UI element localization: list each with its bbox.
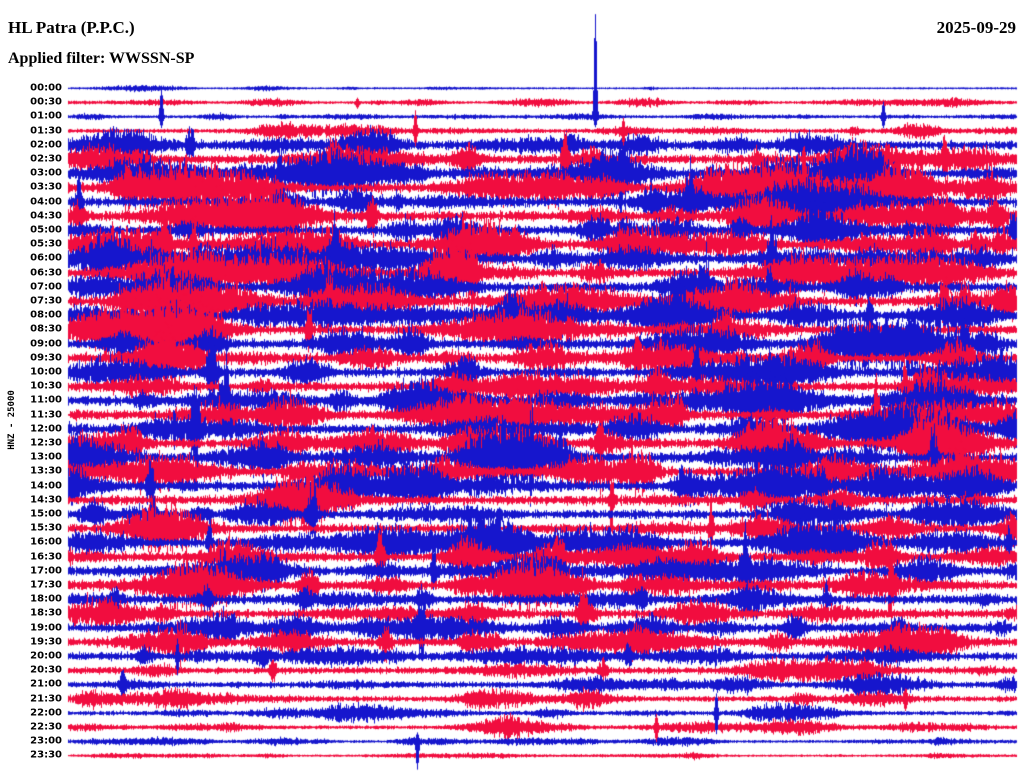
seismogram-canvas [0, 0, 1024, 780]
helicorder-page: HL Patra (P.P.C.) 2025-09-29 Applied fil… [0, 0, 1024, 780]
